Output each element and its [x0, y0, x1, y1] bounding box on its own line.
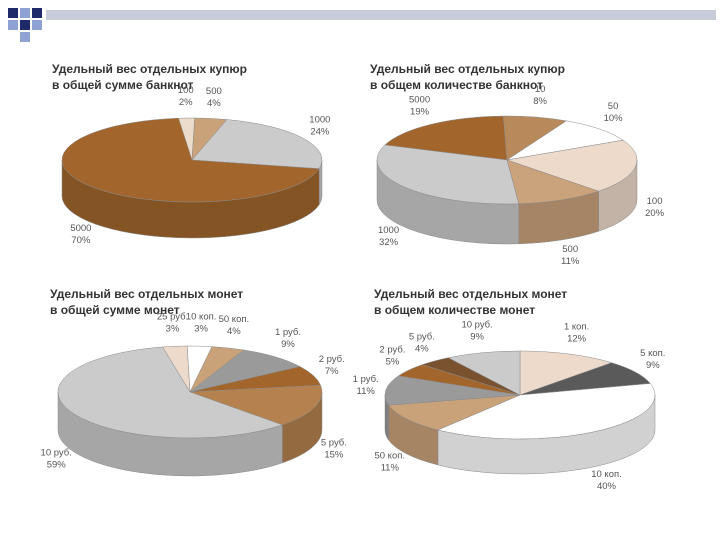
- chart: Удельный вес отдельных монет в общем коли…: [353, 287, 666, 492]
- slice: [519, 350, 613, 396]
- slice-value-label: 24%: [310, 126, 330, 137]
- slice: [388, 394, 521, 431]
- slice: [437, 383, 656, 440]
- chart: Удельный вес отдельных купюр в общем коли…: [370, 62, 665, 267]
- deco-square: [8, 8, 18, 18]
- slice-value-label: 2%: [179, 97, 193, 108]
- slice-label: 500: [206, 86, 222, 97]
- chart-title: в общей сумме банкнот: [52, 78, 194, 92]
- slice-label: 50 коп.: [374, 451, 405, 462]
- slice-label: 1000: [309, 114, 330, 125]
- deco-square: [20, 8, 30, 18]
- deco-square: [20, 32, 30, 42]
- slice-label: 5 руб.: [409, 332, 435, 343]
- slice-label: 500: [562, 244, 578, 255]
- slice-label: 1000: [378, 225, 399, 236]
- slice-label: 10 коп.: [591, 469, 622, 480]
- slice-value-label: 5%: [386, 357, 400, 368]
- chart-title: Удельный вес отдельных купюр: [52, 62, 247, 76]
- deco-square: [32, 20, 42, 30]
- deco-bar: [46, 10, 716, 20]
- slice-label: 10: [535, 84, 546, 95]
- slice-label: 100: [178, 85, 194, 96]
- slice: [384, 115, 508, 161]
- slice: [57, 346, 284, 439]
- slice-label: 1 руб.: [275, 327, 301, 338]
- slice-value-label: 8%: [533, 96, 547, 107]
- slice: [384, 375, 521, 406]
- slice-value-label: 4%: [415, 344, 429, 355]
- chart: Удельный вес отдельных купюр в общей сумм…: [52, 62, 330, 246]
- slice-label: 2 руб.: [379, 345, 405, 356]
- slice-label: 5000: [70, 223, 91, 234]
- slice-label: 25 руб.: [157, 312, 188, 323]
- slice-value-label: 7%: [325, 366, 339, 377]
- chart-title: в общем количестве монет: [374, 303, 535, 317]
- deco-square: [20, 20, 30, 30]
- slice-label: 50: [608, 101, 619, 112]
- slice-label: 5 коп.: [640, 348, 665, 359]
- slice: [189, 385, 323, 426]
- slice-label: 1 коп.: [564, 322, 589, 333]
- slice-value-label: 3%: [166, 324, 180, 335]
- slice-label: 1 руб.: [353, 374, 379, 385]
- slice-value-label: 20%: [645, 208, 665, 219]
- slice-value-label: 19%: [410, 106, 430, 117]
- slice-value-label: 9%: [470, 332, 484, 343]
- chart-title: в общем количестве банкнот: [370, 78, 543, 92]
- slice-value-label: 9%: [281, 339, 295, 350]
- slice: [191, 119, 323, 169]
- slice-label: 5 руб.: [321, 437, 347, 448]
- chart-title: Удельный вес отдельных монет: [50, 287, 243, 301]
- slice: [61, 117, 320, 203]
- slice: [447, 350, 521, 396]
- slice-value-label: 11%: [381, 463, 400, 474]
- slice-label: 100: [647, 196, 663, 207]
- slice-value-label: 70%: [71, 235, 91, 246]
- slice-value-label: 9%: [646, 360, 660, 371]
- slice-label: 10 руб.: [41, 448, 72, 459]
- deco-square: [32, 8, 42, 18]
- slice: [506, 139, 638, 192]
- deco-square: [8, 20, 18, 30]
- slice-value-label: 40%: [597, 481, 617, 492]
- slice-value-label: 59%: [47, 460, 67, 471]
- slice-value-label: 4%: [207, 98, 221, 109]
- decoration: [8, 8, 716, 42]
- slice: [506, 159, 600, 205]
- chart-title: в общей сумме монет: [50, 303, 180, 317]
- slice-label: 10 руб.: [461, 320, 492, 331]
- slice-value-label: 10%: [604, 113, 624, 124]
- chart-title: Удельный вес отдельных монет: [374, 287, 567, 301]
- slice-label: 2 руб.: [319, 354, 345, 365]
- slice: [376, 144, 520, 205]
- slice-value-label: 4%: [227, 326, 241, 337]
- slice-value-label: 11%: [561, 256, 580, 267]
- chart: Удельный вес отдельных монет в общей сумм…: [41, 287, 347, 477]
- slice-value-label: 15%: [324, 449, 344, 460]
- slice-value-label: 11%: [357, 386, 376, 397]
- slice-value-label: 12%: [567, 334, 587, 345]
- slice-label: 10 коп.: [186, 311, 217, 322]
- slice-label: 5000: [409, 94, 430, 105]
- slice: [506, 120, 624, 161]
- slice-value-label: 32%: [379, 237, 399, 248]
- slice-label: 50 коп.: [219, 314, 250, 325]
- chart-title: Удельный вес отдельных купюр: [370, 62, 565, 76]
- slice-value-label: 3%: [194, 323, 208, 334]
